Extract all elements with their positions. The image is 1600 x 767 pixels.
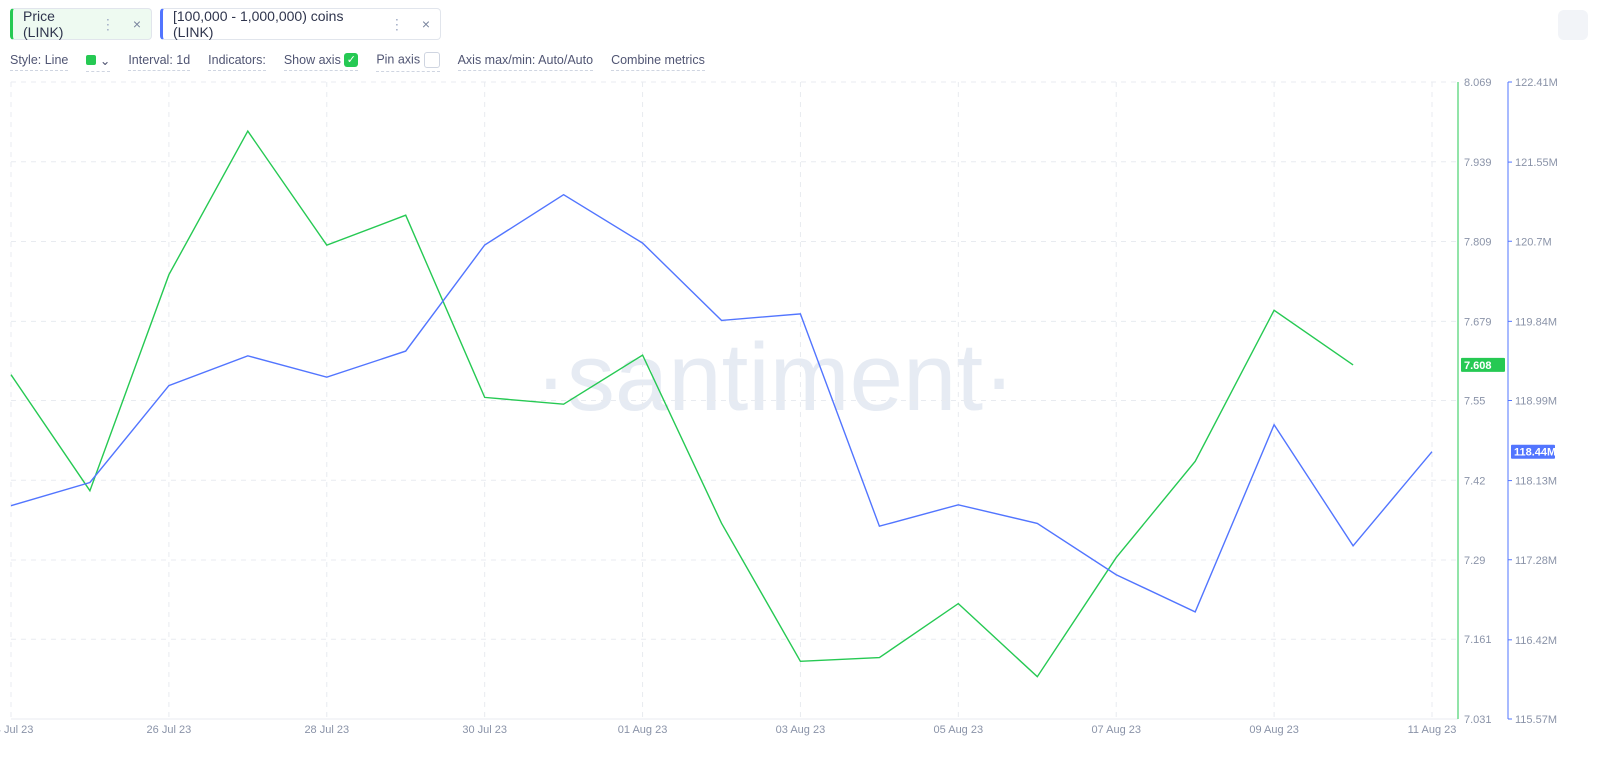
settings-button[interactable] — [1558, 10, 1588, 40]
x-tick-label: 11 Aug 23 — [1408, 724, 1457, 736]
y2-tick-label: 121.55M — [1515, 157, 1558, 169]
last-value-badge — [1511, 444, 1555, 459]
x-tick-label: 07 Aug 23 — [1091, 724, 1141, 736]
y2-tick-label: 120.7M — [1515, 236, 1552, 248]
indicators-select[interactable]: Indicators: — [208, 53, 266, 71]
close-icon[interactable]: × — [132, 16, 141, 32]
y2-tick-label: 122.41M — [1515, 77, 1558, 89]
y2-tick-label: 117.28M — [1515, 555, 1557, 567]
last-value-label: 7.608 — [1464, 360, 1492, 372]
show-axis-toggle[interactable]: Show axis ✓ — [283, 52, 359, 72]
x-tick-label: 09 Aug 23 — [1249, 724, 1299, 736]
y-tick-label: 7.809 — [1464, 237, 1492, 249]
x-tick-label: 26 Jul 23 — [147, 724, 192, 736]
y-tick-label: 7.161 — [1464, 634, 1492, 646]
series-line — [10, 129, 1354, 678]
style-select[interactable]: Style: Line — [10, 53, 69, 71]
close-icon[interactable]: × — [421, 16, 430, 32]
combine-metrics-button[interactable]: Combine metrics — [611, 53, 705, 71]
x-tick-label: 01 Aug 23 — [618, 724, 668, 736]
tab-label: [100,000 - 1,000,000) coins (LINK) — [173, 8, 344, 40]
x-tick-label: 05 Aug 23 — [934, 724, 984, 736]
y2-tick-label: 115.57M — [1515, 714, 1557, 726]
pin-axis-toggle[interactable]: Pin axis — [376, 52, 440, 72]
y-tick-label: 7.55 — [1464, 396, 1485, 408]
label: Pin axis — [376, 52, 421, 67]
y2-tick-label: 118.13M — [1515, 476, 1557, 488]
x-tick-label: 28 Jul 23 — [304, 724, 349, 736]
watermark: ·santiment· — [535, 324, 1015, 431]
y-tick-label: 7.031 — [1464, 714, 1492, 726]
y2-tick-label: 116.42M — [1515, 635, 1557, 647]
x-tick-label: 30 Jul 23 — [462, 724, 507, 736]
metric-tab[interactable]: Price (LINK) ⋮ × — [10, 8, 152, 40]
x-tick-label: 03 Aug 23 — [776, 724, 826, 736]
last-value-label: 118.44M — [1514, 447, 1556, 459]
interval-select[interactable]: Interval: 1d — [128, 53, 191, 71]
y-tick-label: 7.42 — [1464, 475, 1485, 487]
x-tick-label: 24 Jul 23 — [0, 724, 33, 736]
tab-label: Price (LINK) — [23, 8, 64, 40]
color-select[interactable]: ⌄ — [86, 53, 111, 72]
y-tick-label: 7.939 — [1464, 157, 1492, 169]
y-tick-label: 7.679 — [1464, 316, 1492, 328]
y2-tick-label: 119.84M — [1515, 316, 1557, 328]
menu-icon[interactable]: ⋮ — [389, 15, 404, 32]
last-value-badge — [1461, 357, 1505, 372]
y2-tick-label: 118.99M — [1515, 396, 1557, 408]
axis-minmax-select[interactable]: Axis max/min: Auto/Auto — [457, 53, 594, 71]
label: Show axis — [283, 52, 341, 67]
y-tick-label: 8.069 — [1464, 77, 1492, 89]
metric-tab[interactable]: [100,000 - 1,000,000) coins (LINK) ⋮ × — [160, 8, 441, 40]
y-tick-label: 7.29 — [1464, 555, 1485, 567]
menu-icon[interactable]: ⋮ — [100, 15, 115, 32]
toolbar: Style: Line ⌄ Interval: 1d Indicators: S… — [10, 52, 705, 72]
series-line — [10, 193, 1433, 613]
